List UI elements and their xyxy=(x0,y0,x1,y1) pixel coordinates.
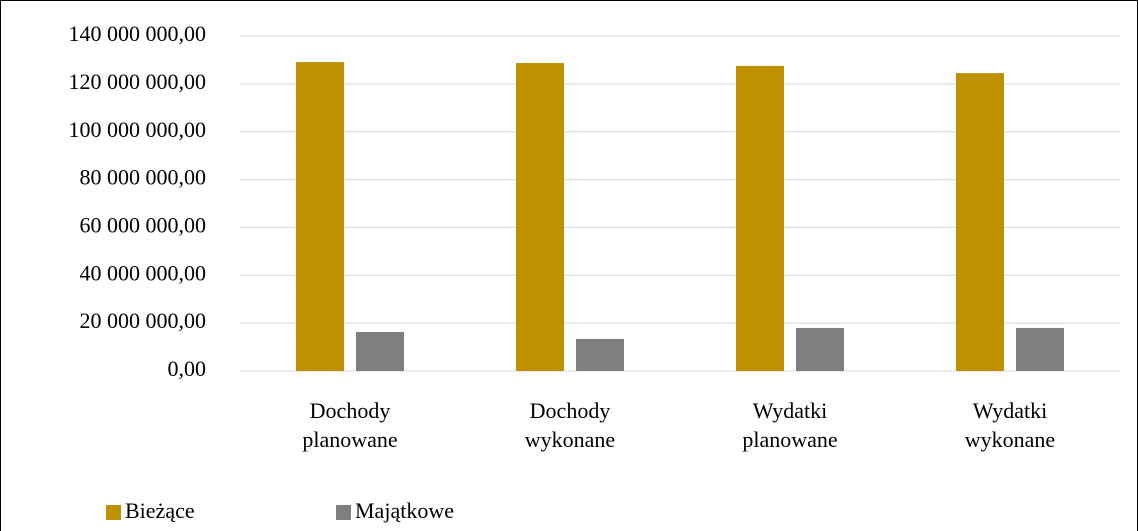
bar xyxy=(576,338,624,371)
bar xyxy=(296,62,344,371)
bar xyxy=(516,63,564,372)
bar xyxy=(736,65,784,372)
y-tick-label: 80 000 000,00 xyxy=(80,165,207,190)
y-tick-label: 100 000 000,00 xyxy=(69,117,207,142)
y-tick-label: 0,00 xyxy=(168,356,207,381)
legend-label: Bieżące xyxy=(125,498,195,523)
y-tick-label: 40 000 000,00 xyxy=(80,260,207,285)
legend-swatch xyxy=(106,505,121,520)
bar xyxy=(796,327,844,371)
y-tick-label: 120 000 000,00 xyxy=(69,69,207,94)
legend-swatch xyxy=(336,505,351,520)
x-tick-label: Wydatki wykonane xyxy=(964,398,1056,452)
y-tick-label: 140 000 000,00 xyxy=(69,21,207,46)
legend-label: Majątkowe xyxy=(355,498,454,523)
y-tick-label: 20 000 000,00 xyxy=(80,308,207,333)
x-tick-label: Wydatki planowane xyxy=(742,398,838,452)
x-tick-label: Dochody wykonane xyxy=(524,398,616,452)
y-tick-label: 60 000 000,00 xyxy=(80,212,207,237)
bar xyxy=(956,73,1004,371)
bar xyxy=(356,331,404,371)
bar xyxy=(1016,327,1064,371)
x-tick-label: Dochody planowane xyxy=(302,398,398,452)
